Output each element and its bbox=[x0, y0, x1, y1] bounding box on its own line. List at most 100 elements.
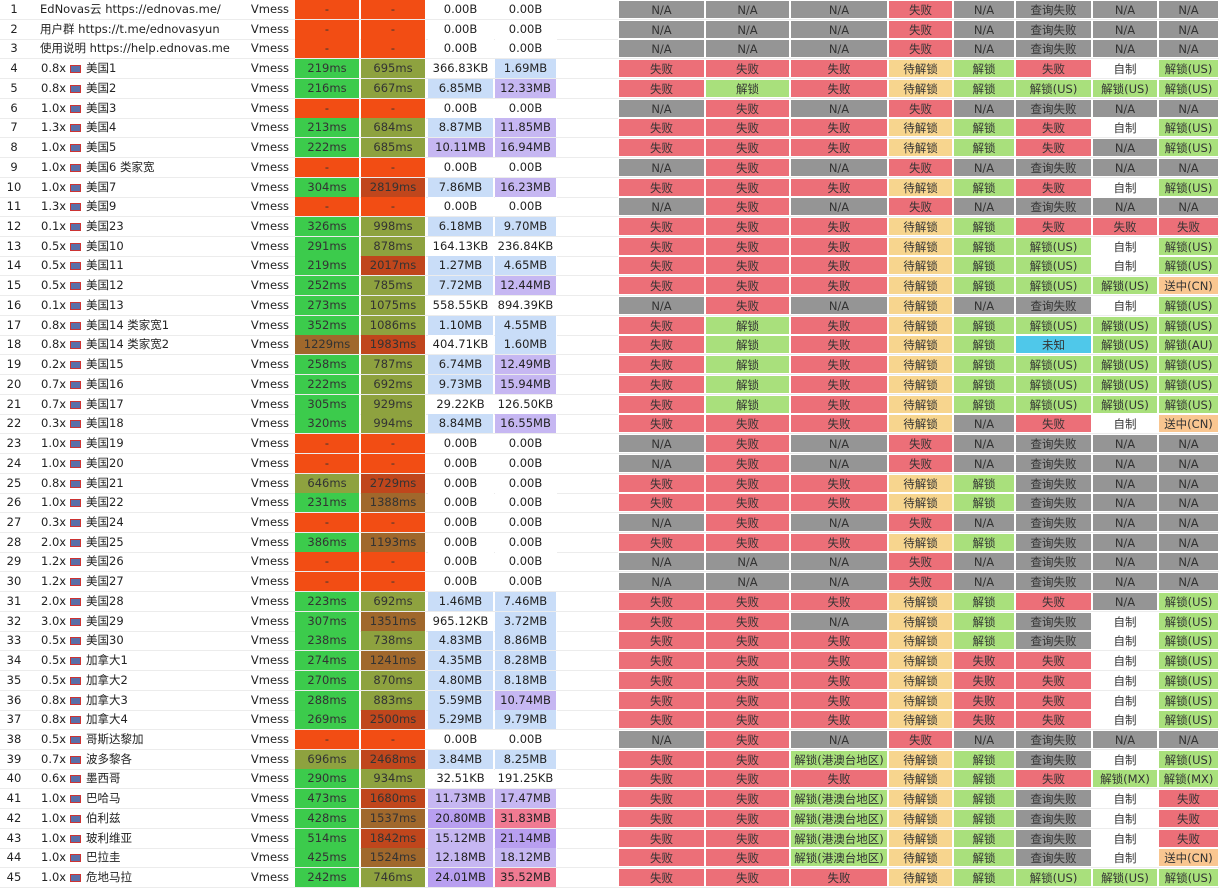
status: 失败 bbox=[705, 236, 790, 256]
flag-icon bbox=[70, 637, 81, 646]
table-row[interactable] bbox=[0, 769, 1219, 790]
status: N/A bbox=[953, 157, 1015, 177]
status: N/A bbox=[618, 197, 705, 217]
status: 失败 bbox=[705, 828, 790, 848]
table-row[interactable] bbox=[0, 138, 1219, 159]
table-row[interactable] bbox=[0, 335, 1219, 356]
table-row[interactable] bbox=[0, 750, 1219, 770]
protocol: Vmess bbox=[250, 199, 290, 214]
status: 查询失败 bbox=[1015, 631, 1092, 651]
row-index: 36 bbox=[6, 692, 22, 707]
protocol: Vmess bbox=[250, 416, 290, 431]
table-row[interactable] bbox=[0, 158, 1219, 178]
table-row[interactable] bbox=[0, 434, 1219, 455]
table-row[interactable] bbox=[0, 197, 1219, 218]
speed: 0.00B bbox=[428, 98, 494, 118]
table-row[interactable] bbox=[0, 493, 1219, 514]
table-row[interactable] bbox=[0, 79, 1219, 99]
table-row[interactable] bbox=[0, 691, 1219, 711]
status: 待解锁 bbox=[888, 493, 953, 513]
protocol: Vmess bbox=[250, 41, 290, 56]
table-row[interactable] bbox=[0, 414, 1219, 435]
latency: - bbox=[361, 453, 426, 473]
table-row[interactable] bbox=[0, 375, 1219, 395]
status: 待解锁 bbox=[888, 651, 953, 671]
status: 失败 bbox=[790, 118, 888, 138]
table-row[interactable] bbox=[0, 217, 1219, 238]
status: 失败 bbox=[790, 78, 888, 98]
protocol: Vmess bbox=[250, 870, 290, 885]
table-row[interactable] bbox=[0, 730, 1219, 750]
table-row[interactable] bbox=[0, 118, 1219, 139]
status: 待解锁 bbox=[888, 749, 953, 769]
status: 失败 bbox=[705, 118, 790, 138]
speed: 12.18MB bbox=[428, 848, 494, 868]
node-name: 加拿大2 bbox=[86, 672, 128, 687]
table-row[interactable] bbox=[0, 789, 1219, 810]
speed: 4.65MB bbox=[495, 256, 557, 276]
table-row[interactable] bbox=[0, 671, 1219, 691]
status: 解锁 bbox=[953, 868, 1015, 888]
table-row[interactable] bbox=[0, 99, 1219, 119]
status: 待解锁 bbox=[888, 690, 953, 710]
speed: 164.13KB bbox=[428, 236, 494, 256]
status: N/A bbox=[1158, 552, 1219, 572]
status: 解锁 bbox=[953, 217, 1015, 237]
status: N/A bbox=[1158, 0, 1219, 19]
table-row[interactable] bbox=[0, 20, 1219, 40]
status: 失败 bbox=[1015, 690, 1092, 710]
table-row[interactable] bbox=[0, 592, 1219, 612]
table-row[interactable] bbox=[0, 631, 1219, 652]
status: 解锁 bbox=[953, 138, 1015, 158]
table-row[interactable] bbox=[0, 612, 1219, 632]
table-row[interactable] bbox=[0, 395, 1219, 415]
table-row[interactable] bbox=[0, 39, 1219, 60]
speed: 236.84KB bbox=[495, 236, 557, 256]
table-row[interactable] bbox=[0, 710, 1219, 731]
status: 自制 bbox=[1092, 611, 1158, 631]
table-row[interactable] bbox=[0, 829, 1219, 849]
speed: 126.50KB bbox=[495, 394, 557, 414]
speed: 0.00B bbox=[495, 0, 557, 19]
table-row[interactable] bbox=[0, 454, 1219, 474]
status: 失败 bbox=[1158, 828, 1219, 848]
status: 失败 bbox=[705, 730, 790, 749]
status: 送中(CN) bbox=[1158, 414, 1219, 434]
table-row[interactable] bbox=[0, 296, 1219, 316]
node-name: 美国12 bbox=[86, 278, 124, 293]
table-row[interactable] bbox=[0, 474, 1219, 494]
status: N/A bbox=[790, 39, 888, 59]
status: 查询失败 bbox=[1015, 157, 1092, 177]
node-name: 美国28 bbox=[86, 593, 124, 608]
table-row[interactable] bbox=[0, 651, 1219, 672]
row-index: 26 bbox=[6, 495, 22, 510]
status: 解锁 bbox=[953, 848, 1015, 868]
status: 失败 bbox=[953, 651, 1015, 671]
speed: 17.47MB bbox=[495, 789, 557, 809]
table-row[interactable] bbox=[0, 355, 1219, 376]
status: 自制 bbox=[1092, 631, 1158, 651]
latency: 425ms bbox=[295, 848, 360, 868]
table-row[interactable] bbox=[0, 316, 1219, 336]
table-row[interactable] bbox=[0, 572, 1219, 593]
status: N/A bbox=[1092, 730, 1158, 749]
protocol: Vmess bbox=[250, 613, 290, 628]
status: 解锁 bbox=[953, 335, 1015, 355]
status: 自制 bbox=[1092, 118, 1158, 138]
table-row[interactable] bbox=[0, 513, 1219, 533]
table-row[interactable] bbox=[0, 178, 1219, 198]
table-row[interactable] bbox=[0, 256, 1219, 277]
table-row[interactable] bbox=[0, 552, 1219, 573]
table-row[interactable] bbox=[0, 59, 1219, 80]
status: 失败 bbox=[953, 690, 1015, 710]
table-row[interactable] bbox=[0, 848, 1219, 869]
table-row[interactable] bbox=[0, 237, 1219, 257]
latency: 222ms bbox=[295, 374, 360, 394]
status: 待解锁 bbox=[888, 177, 953, 197]
table-row[interactable] bbox=[0, 533, 1219, 553]
status: N/A bbox=[1158, 434, 1219, 454]
table-row[interactable] bbox=[0, 809, 1219, 829]
status: 失败 bbox=[705, 868, 790, 888]
table-row[interactable] bbox=[0, 0, 1219, 20]
table-row[interactable] bbox=[0, 276, 1219, 297]
